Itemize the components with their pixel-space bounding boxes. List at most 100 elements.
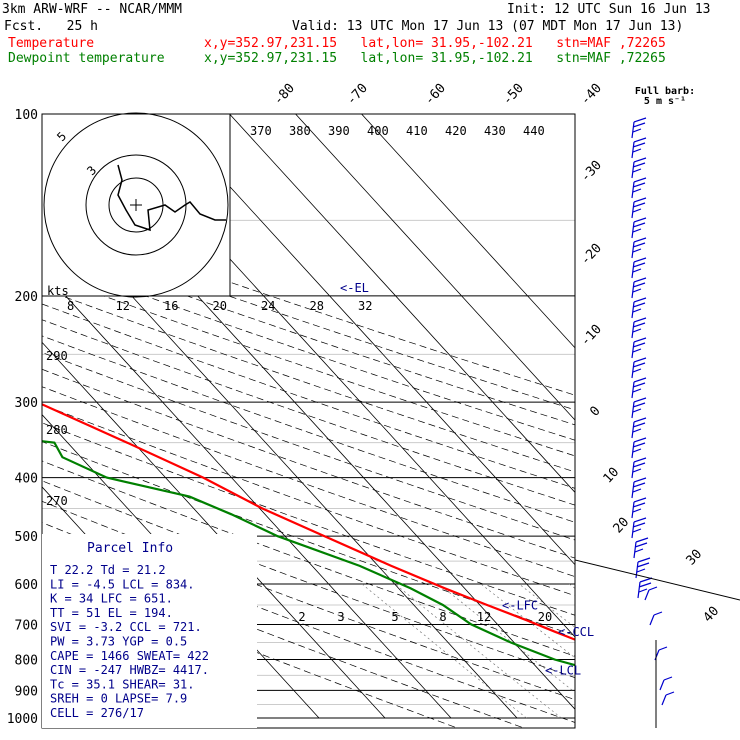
isotherm-label: 10 (601, 465, 623, 487)
hodograph-speed-label: 28 (310, 299, 324, 313)
isotherm-label: 40 (701, 604, 723, 626)
dry-adiabat-line (42, 229, 575, 411)
dry-adiabat-line (42, 566, 459, 728)
pressure-tick-label: 700 (15, 618, 38, 633)
mixing-ratio-label: 5 (391, 610, 398, 624)
dry-adiabat-line (42, 422, 575, 616)
parcel-info-title: Parcel Info (87, 541, 173, 556)
mixing-ratio-line (568, 583, 575, 589)
pressure-tick-label: 600 (15, 578, 38, 593)
parcel-info-row: LI = -4.5 LCL = 834. (50, 577, 195, 591)
isotherm-label: 30 (684, 547, 706, 569)
theta-label: 420 (445, 124, 467, 138)
theta-label: 400 (367, 124, 389, 138)
wind-barb (635, 557, 651, 579)
wind-barb (631, 437, 647, 459)
dry-adiabat-line (42, 319, 575, 506)
pressure-tick-label: 800 (15, 653, 38, 668)
temperature-profile (42, 403, 575, 641)
mixing-ratio-label: 8 (439, 610, 446, 624)
wind-barb (631, 337, 647, 359)
mixing-ratio-line (438, 583, 575, 693)
isotherm-label: -60 (422, 81, 449, 108)
mixing-ratio-line (518, 583, 575, 628)
pressure-tick-label: 900 (15, 684, 38, 699)
isotherm-label: -10 (578, 322, 605, 349)
wind-barb (631, 517, 647, 539)
theta-label: 390 (328, 124, 350, 138)
dry-adiabat-line (42, 335, 575, 523)
dewpoint-location: x,y=352.97,231.15 lat,lon= 31.95,-102.21… (204, 51, 666, 66)
dry-adiabat-line (42, 352, 575, 541)
parcel-info-row: T 22.2 Td = 21.2 (50, 563, 166, 577)
isotherm-label: 20 (611, 515, 633, 537)
level-marker-label: <-EL (340, 281, 369, 295)
dry-adiabat-line (42, 441, 575, 636)
hodograph-speed-label: 20 (213, 299, 227, 313)
mixing-ratio-label: 3 (337, 610, 344, 624)
pressure-tick-label: 400 (15, 472, 38, 487)
barb-legend-value: 5 m s⁻¹ (644, 96, 686, 107)
valid-time: Valid: 13 UTC Mon 17 Jun 13 (07 MDT Mon … (292, 19, 684, 34)
isotherm-label: -50 (500, 81, 527, 108)
hodograph-speed-label: 12 (116, 299, 130, 313)
parcel-info-row: SREH = 0 LAPSE= 7.9 (50, 692, 187, 706)
hodograph-speed-label: 16 (164, 299, 178, 313)
pressure-tick-label: 500 (15, 530, 38, 545)
parcel-info-row: PW = 3.73 YGP = 0.5 (50, 635, 187, 649)
model-title: 3km ARW-WRF -- NCAR/MMM (2, 2, 183, 17)
dry-adiabat-line (42, 386, 575, 578)
parcel-info-row: CIN = -247 HWBZ= 4417. (50, 663, 209, 677)
parcel-info-row: Tc = 35.1 SHEAR= 31. (50, 677, 195, 691)
pressure-tick-label: 300 (15, 396, 38, 411)
wind-barb (631, 157, 647, 179)
wind-barb (631, 377, 647, 399)
wind-barb (631, 237, 647, 259)
wind-barb (631, 457, 647, 479)
hodograph-ring (43, 112, 229, 298)
isotherm-label: -70 (344, 81, 371, 108)
wind-barb (631, 357, 647, 379)
outer-boundary-line (574, 114, 740, 601)
pressure-tick-label: 100 (15, 108, 38, 123)
wind-barb (631, 477, 647, 499)
wind-barb (631, 197, 647, 219)
wind-barb (659, 676, 673, 691)
wind-barb (631, 137, 647, 159)
parcel-info-row: CELL = 276/17 (50, 706, 144, 720)
temperature-legend: Temperature (8, 36, 95, 51)
dry-adiabat-line (42, 243, 575, 426)
hodograph-unit-label: kts (47, 284, 69, 298)
parcel-info-row: K = 34 LFC = 651. (50, 592, 173, 606)
isotherm-line (295, 114, 575, 421)
pressure-tick-label: 200 (15, 290, 38, 305)
theta-label: 440 (523, 124, 545, 138)
wind-barb (631, 217, 647, 239)
dry-adiabat-line (42, 404, 575, 597)
hodograph-center (130, 199, 142, 211)
hodograph-trace (117, 164, 226, 232)
mixing-ratio-label: 12 (477, 610, 491, 624)
wind-barb (631, 497, 647, 519)
wind-barb (661, 691, 675, 706)
isotherm-label: -30 (578, 158, 605, 185)
level-marker-label: <-LFC (502, 598, 538, 612)
side-theta-label: 270 (46, 494, 68, 508)
isotherm-line (42, 341, 386, 719)
dry-adiabat-line (42, 215, 575, 396)
parcel-info-row: TT = 51 EL = 194. (50, 606, 173, 620)
theta-label: 370 (250, 124, 272, 138)
wind-barb (631, 277, 647, 299)
isotherm-line (361, 114, 575, 349)
side-theta-label: 280 (46, 423, 68, 437)
isotherm-line (229, 114, 575, 493)
level-marker-label: <-CCL (558, 625, 594, 639)
theta-label: 410 (406, 124, 428, 138)
init-time: Init: 12 UTC Sun 16 Jun 13 (507, 2, 711, 17)
dry-adiabat-line (42, 480, 575, 678)
dry-adiabat-line (42, 460, 575, 657)
side-theta-label: 290 (46, 349, 68, 363)
wind-barb (637, 577, 653, 599)
mixing-ratio-label: 20 (538, 610, 552, 624)
